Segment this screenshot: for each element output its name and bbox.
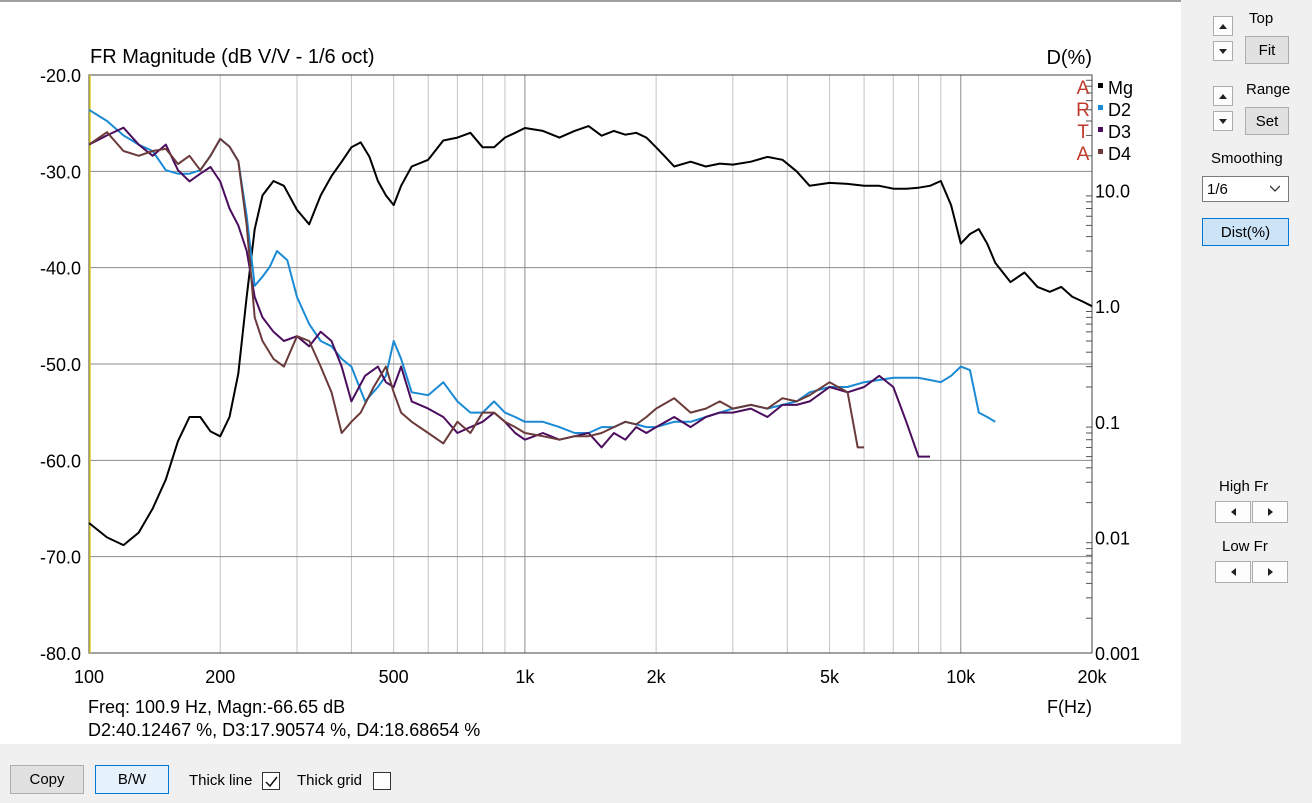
y-tick-label: -40.0 [40, 259, 81, 279]
arta-watermark-letter: R [1076, 100, 1090, 121]
chevron-down-icon [1270, 185, 1280, 192]
series-group [88, 108, 1093, 547]
top-up-button[interactable] [1213, 16, 1233, 36]
legend-swatch-mg [1098, 83, 1103, 88]
high-fr-right-button[interactable] [1252, 501, 1288, 523]
legend-label-d2: D2 [1108, 100, 1131, 120]
y2-tick-label: 0.1 [1095, 413, 1120, 433]
smoothing-value: 1/6 [1207, 180, 1228, 198]
up-arrow-icon [1219, 93, 1227, 99]
arta-watermark-letter: A [1077, 78, 1090, 99]
checkmark-icon [264, 776, 278, 787]
thick-grid-checkbox[interactable] [373, 772, 391, 790]
left-arrow-icon [1230, 568, 1236, 576]
thick-grid-label: Thick grid [297, 772, 363, 789]
x-tick-label: 200 [205, 667, 235, 687]
x-tick-label: 2k [647, 667, 667, 687]
chart-title: FR Magnitude (dB V/V - 1/6 oct) [90, 46, 375, 68]
legend-label-d4: D4 [1108, 144, 1131, 164]
x-tick-label: 20k [1077, 667, 1107, 687]
x-tick-label: 1k [515, 667, 535, 687]
y2-tick-label: 0.01 [1095, 528, 1130, 548]
arta-watermark-letter: A [1077, 144, 1090, 165]
x-tick-label: 100 [74, 667, 104, 687]
cursor-readout-freq: Freq: 100.9 Hz, Magn:-66.65 dB [88, 697, 345, 717]
series-line-d3 [88, 126, 930, 458]
x-tick-label: 500 [379, 667, 409, 687]
high-fr-label: High Fr [1219, 478, 1269, 495]
dist-percent-button[interactable]: Dist(%) [1202, 218, 1289, 246]
high-fr-left-button[interactable] [1215, 501, 1251, 523]
y-tick-label: -30.0 [40, 162, 81, 182]
right-axis-label: D(%) [1046, 47, 1092, 69]
top-down-button[interactable] [1213, 41, 1233, 61]
y-tick-label: -50.0 [40, 355, 81, 375]
legend-swatch-d2 [1098, 105, 1103, 110]
y2-tick-label: 0.001 [1095, 644, 1140, 664]
set-button[interactable]: Set [1245, 107, 1289, 135]
bottom-toolbar: Copy B/W Thick line Thick grid [0, 744, 1312, 803]
x-tick-label: 5k [820, 667, 840, 687]
y2-tick-label: 1.0 [1095, 297, 1120, 317]
plot-frame [88, 74, 1093, 654]
low-fr-right-button[interactable] [1252, 561, 1288, 583]
bw-button[interactable]: B/W [95, 765, 169, 794]
y-tick-label: -70.0 [40, 548, 81, 568]
y-tick-label: -60.0 [40, 451, 81, 471]
frequency-response-chart[interactable]: -20.0 -30.0 -40.0 -50.0 -60.0 -70.0 -80.0 10.0 1… [0, 2, 1181, 746]
cursor-readout-distortion: D2:40.12467 %, D3:17.90574 %, D4:18.6865… [88, 720, 480, 740]
smoothing-label: Smoothing [1211, 150, 1283, 167]
low-fr-label: Low Fr [1222, 538, 1268, 555]
x-tick-label: 10k [946, 667, 976, 687]
series-line-d4 [88, 131, 865, 449]
arta-watermark-letter: T [1077, 122, 1089, 143]
legend-swatch-d4 [1098, 149, 1103, 154]
y-tick-label: -80.0 [40, 644, 81, 664]
legend-label-mg: Mg [1108, 78, 1133, 98]
fit-button[interactable]: Fit [1245, 36, 1289, 64]
x-axis-label: F(Hz) [1047, 697, 1092, 717]
right-arrow-icon [1267, 508, 1273, 516]
side-panel: Top Fit Range Set Smoothing 1/6 Dist(%) … [1181, 0, 1312, 744]
down-arrow-icon [1219, 118, 1227, 124]
chart-area[interactable]: -20.0 -30.0 -40.0 -50.0 -60.0 -70.0 -80.0 10.0 1… [0, 0, 1181, 744]
range-label: Range [1246, 81, 1291, 98]
legend-label-d3: D3 [1108, 122, 1131, 142]
right-arrow-icon [1267, 568, 1273, 576]
y2-tick-label: 10.0 [1095, 182, 1130, 202]
copy-button[interactable]: Copy [10, 765, 84, 794]
series-line-mg [88, 125, 1093, 547]
up-arrow-icon [1219, 23, 1227, 29]
down-arrow-icon [1219, 48, 1227, 54]
left-arrow-icon [1230, 508, 1236, 516]
y-tick-label: -20.0 [40, 66, 81, 86]
legend-swatch-d3 [1098, 127, 1103, 132]
thick-line-label: Thick line [189, 772, 253, 789]
low-fr-left-button[interactable] [1215, 561, 1251, 583]
range-down-button[interactable] [1213, 111, 1233, 131]
range-up-button[interactable] [1213, 86, 1233, 106]
top-label: Top [1249, 10, 1274, 27]
thick-line-checkbox[interactable] [262, 772, 280, 790]
smoothing-select[interactable]: 1/6 [1202, 176, 1289, 202]
